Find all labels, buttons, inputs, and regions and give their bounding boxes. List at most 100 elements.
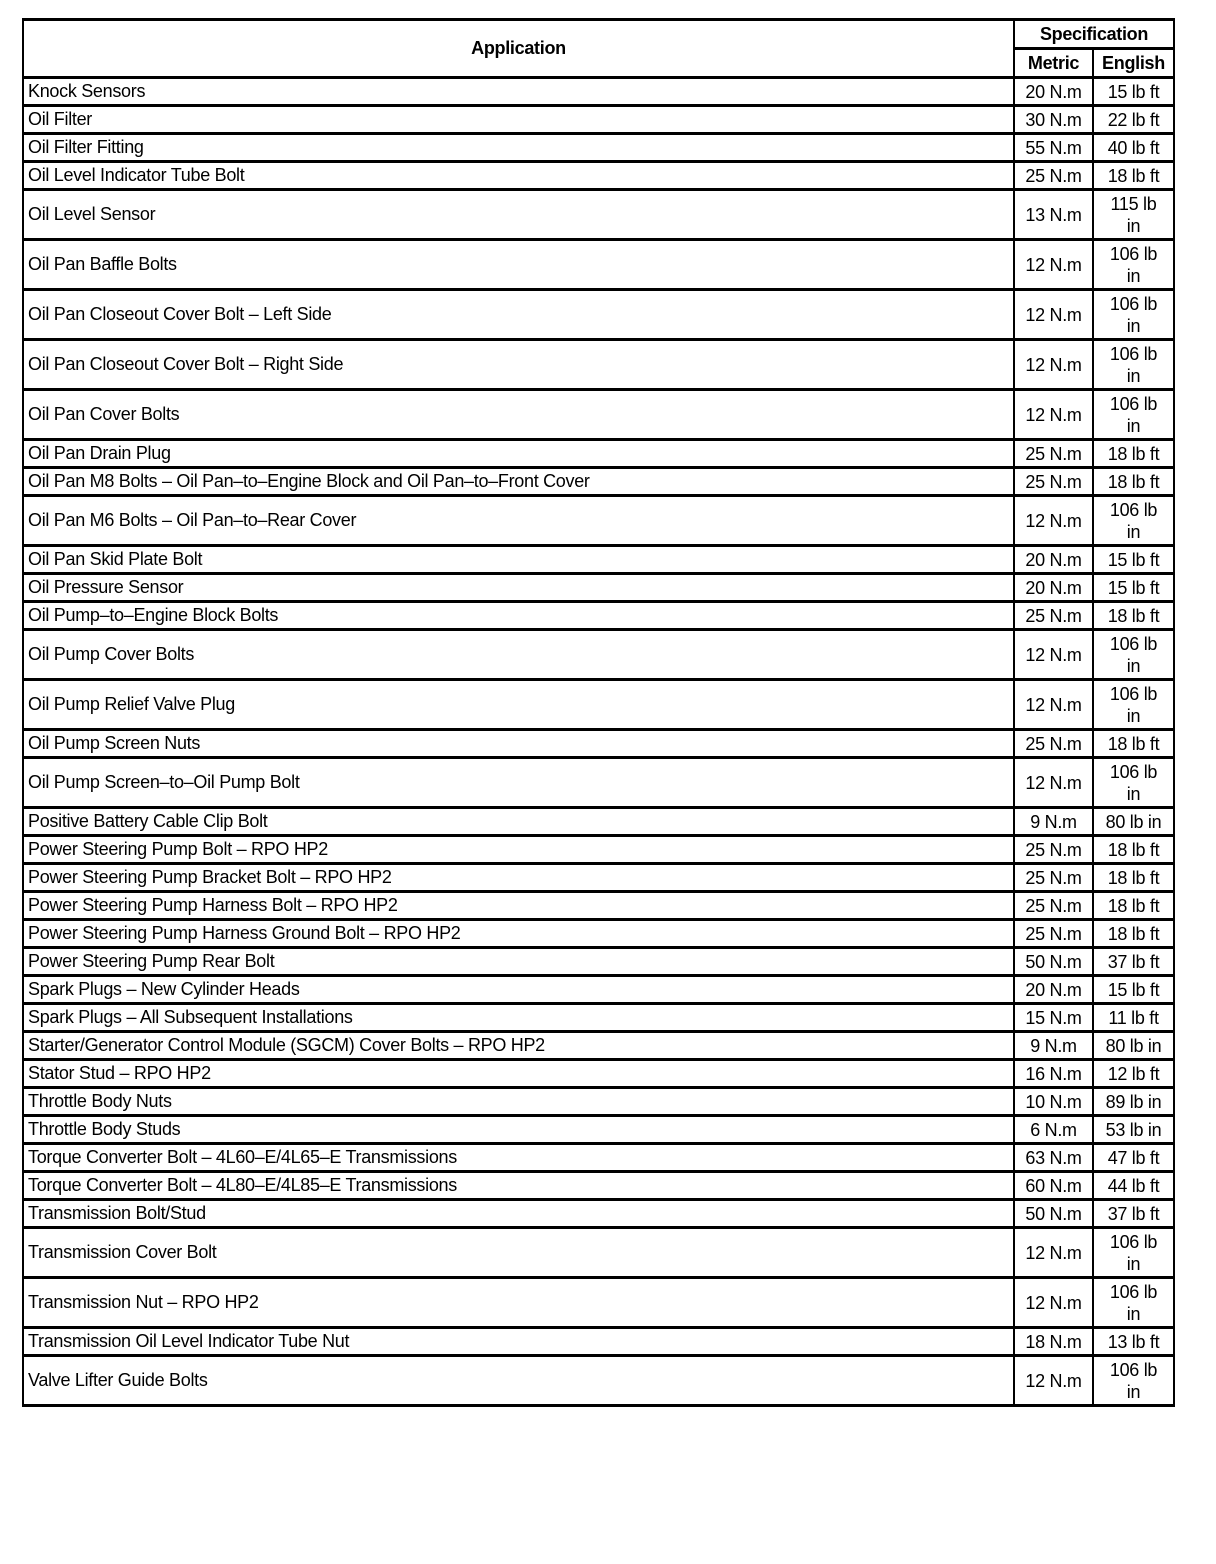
english-cell-text: 106 lb in: [1109, 499, 1158, 542]
english-cell-text: 106 lb in: [1109, 393, 1158, 436]
table-row: Oil Pressure Sensor 20 N.m 15 lb ft: [22, 572, 1176, 603]
table-body: Knock Sensors 20 N.m 15 lb ft Oil Filter 30 …: [22, 76, 1176, 1407]
table-row: Oil Filter 30 N.m 22 lb ft: [22, 104, 1176, 135]
english-cell: 18 lb ft: [1091, 600, 1176, 631]
english-cell-text: 44 lb ft: [1107, 1175, 1160, 1196]
english-cell: 18 lb ft: [1091, 862, 1176, 893]
metric-cell: 20 N.m: [1013, 76, 1094, 107]
metric-cell-text: 12 N.m: [1025, 1242, 1082, 1263]
metric-cell: 18 N.m: [1013, 1326, 1094, 1357]
application-cell: Throttle Body Studs: [22, 1114, 1015, 1145]
application-cell: Power Steering Pump Harness Bolt – RPO H…: [22, 890, 1015, 921]
application-cell-text: Oil Filter Fitting: [28, 137, 144, 157]
application-cell-text: Oil Pump Screen–to–Oil Pump Bolt: [28, 772, 300, 792]
metric-cell-text: 30 N.m: [1025, 109, 1082, 130]
english-cell-text: 18 lb ft: [1107, 923, 1160, 944]
metric-cell-text: 18 N.m: [1025, 1331, 1082, 1352]
english-cell-text: 106 lb in: [1109, 243, 1158, 286]
application-cell: Oil Pan Cover Bolts: [22, 388, 1015, 441]
application-cell: Positive Battery Cable Clip Bolt: [22, 806, 1015, 837]
english-cell: 80 lb in: [1091, 806, 1176, 837]
table-row: Spark Plugs – All Subsequent Installatio…: [22, 1002, 1176, 1033]
table-row: Torque Converter Bolt – 4L80–E/4L85–E Tr…: [22, 1170, 1176, 1201]
english-cell: 15 lb ft: [1091, 76, 1176, 107]
metric-cell: 20 N.m: [1013, 544, 1094, 575]
application-cell: Oil Level Sensor: [22, 188, 1015, 241]
application-cell-text: Oil Filter: [28, 109, 92, 129]
application-cell: Transmission Nut – RPO HP2: [22, 1276, 1015, 1329]
table-row: Oil Pump Screen Nuts 25 N.m 18 lb ft: [22, 728, 1176, 759]
metric-cell: 25 N.m: [1013, 862, 1094, 893]
metric-cell: 10 N.m: [1013, 1086, 1094, 1117]
application-cell: Oil Pump Screen Nuts: [22, 728, 1015, 759]
metric-cell-text: 20 N.m: [1025, 549, 1082, 570]
english-cell: 106 lb in: [1091, 338, 1176, 391]
application-cell: Oil Pan Closeout Cover Bolt – Right Side: [22, 338, 1015, 391]
metric-cell: 12 N.m: [1013, 756, 1094, 809]
metric-cell: 9 N.m: [1013, 1030, 1094, 1061]
table-row: Oil Pump Cover Bolts 12 N.m 106 lb in: [22, 628, 1176, 681]
table-row: Oil Pan Skid Plate Bolt 20 N.m 15 lb ft: [22, 544, 1176, 575]
table-row: Oil Pump Screen–to–Oil Pump Bolt 12 N.m 10…: [22, 756, 1176, 809]
table-row: Power Steering Pump Rear Bolt 50 N.m 37 lb…: [22, 946, 1176, 977]
english-cell: 106 lb in: [1091, 288, 1176, 341]
english-cell: 106 lb in: [1091, 628, 1176, 681]
application-cell-text: Power Steering Pump Rear Bolt: [28, 951, 275, 971]
metric-cell: 60 N.m: [1013, 1170, 1094, 1201]
english-cell: 37 lb ft: [1091, 1198, 1176, 1229]
table-row: Oil Pump Relief Valve Plug 12 N.m 106 lb i…: [22, 678, 1176, 731]
english-cell: 13 lb ft: [1091, 1326, 1176, 1357]
english-cell-text: 106 lb in: [1109, 293, 1158, 336]
metric-cell-text: 12 N.m: [1025, 510, 1082, 531]
header-specification: Specification: [1012, 18, 1176, 50]
metric-cell: 25 N.m: [1013, 834, 1094, 865]
english-cell-text: 12 lb ft: [1107, 1063, 1160, 1084]
metric-cell-text: 12 N.m: [1025, 772, 1082, 793]
english-cell: 53 lb in: [1091, 1114, 1176, 1145]
english-cell-text: 115 lb in: [1110, 193, 1157, 236]
metric-cell-text: 25 N.m: [1025, 867, 1082, 888]
english-cell: 18 lb ft: [1091, 438, 1176, 469]
application-cell: Power Steering Pump Rear Bolt: [22, 946, 1015, 977]
application-cell: Oil Pan Drain Plug: [22, 438, 1015, 469]
english-cell-text: 18 lb ft: [1107, 733, 1160, 754]
english-cell: 115 lb in: [1091, 188, 1176, 241]
table-row: Transmission Bolt/Stud 50 N.m 37 lb ft: [22, 1198, 1176, 1229]
table-row: Oil Pan Cover Bolts 12 N.m 106 lb in: [22, 388, 1176, 441]
metric-cell-text: 25 N.m: [1025, 923, 1082, 944]
application-cell: Oil Pan Baffle Bolts: [22, 238, 1015, 291]
application-cell: Spark Plugs – New Cylinder Heads: [22, 974, 1015, 1005]
english-cell-text: 106 lb in: [1109, 1231, 1158, 1274]
metric-cell-text: 55 N.m: [1025, 137, 1082, 158]
application-cell-text: Oil Pan Cover Bolts: [28, 404, 180, 424]
english-cell: 106 lb in: [1091, 494, 1176, 547]
metric-cell-text: 10 N.m: [1025, 1091, 1082, 1112]
english-cell-text: 47 lb ft: [1107, 1147, 1160, 1168]
english-cell-text: 15 lb ft: [1107, 979, 1160, 1000]
application-cell-text: Transmission Bolt/Stud: [28, 1203, 206, 1223]
application-cell: Transmission Bolt/Stud: [22, 1198, 1015, 1229]
metric-cell: 12 N.m: [1013, 338, 1094, 391]
metric-cell: 25 N.m: [1013, 160, 1094, 191]
header-application: Application: [22, 18, 1015, 79]
table-row: Spark Plugs – New Cylinder Heads 20 N.m 15…: [22, 974, 1176, 1005]
application-cell-text: Spark Plugs – All Subsequent Installatio…: [28, 1007, 353, 1027]
english-cell: 15 lb ft: [1091, 572, 1176, 603]
english-cell: 106 lb in: [1091, 1354, 1176, 1407]
application-cell-text: Stator Stud – RPO HP2: [28, 1063, 211, 1083]
english-cell-text: 106 lb in: [1109, 683, 1158, 726]
table-row: Knock Sensors 20 N.m 15 lb ft: [22, 76, 1176, 107]
metric-cell-text: 9 N.m: [1030, 811, 1077, 832]
application-cell: Oil Pan M8 Bolts – Oil Pan–to–Engine Blo…: [22, 466, 1015, 497]
application-cell-text: Throttle Body Nuts: [28, 1091, 172, 1111]
metric-cell-text: 25 N.m: [1025, 839, 1082, 860]
english-cell: 18 lb ft: [1091, 834, 1176, 865]
table-row: Power Steering Pump Harness Bolt – RPO H…: [22, 890, 1176, 921]
english-cell: 11 lb ft: [1091, 1002, 1176, 1033]
english-cell: 80 lb in: [1091, 1030, 1176, 1061]
table-row: Transmission Nut – RPO HP2 12 N.m 106 lb i…: [22, 1276, 1176, 1329]
english-cell: 106 lb in: [1091, 1226, 1176, 1279]
application-cell: Spark Plugs – All Subsequent Installatio…: [22, 1002, 1015, 1033]
english-cell-text: 18 lb ft: [1107, 867, 1160, 888]
application-cell: Starter/Generator Control Module (SGCM) …: [22, 1030, 1015, 1061]
